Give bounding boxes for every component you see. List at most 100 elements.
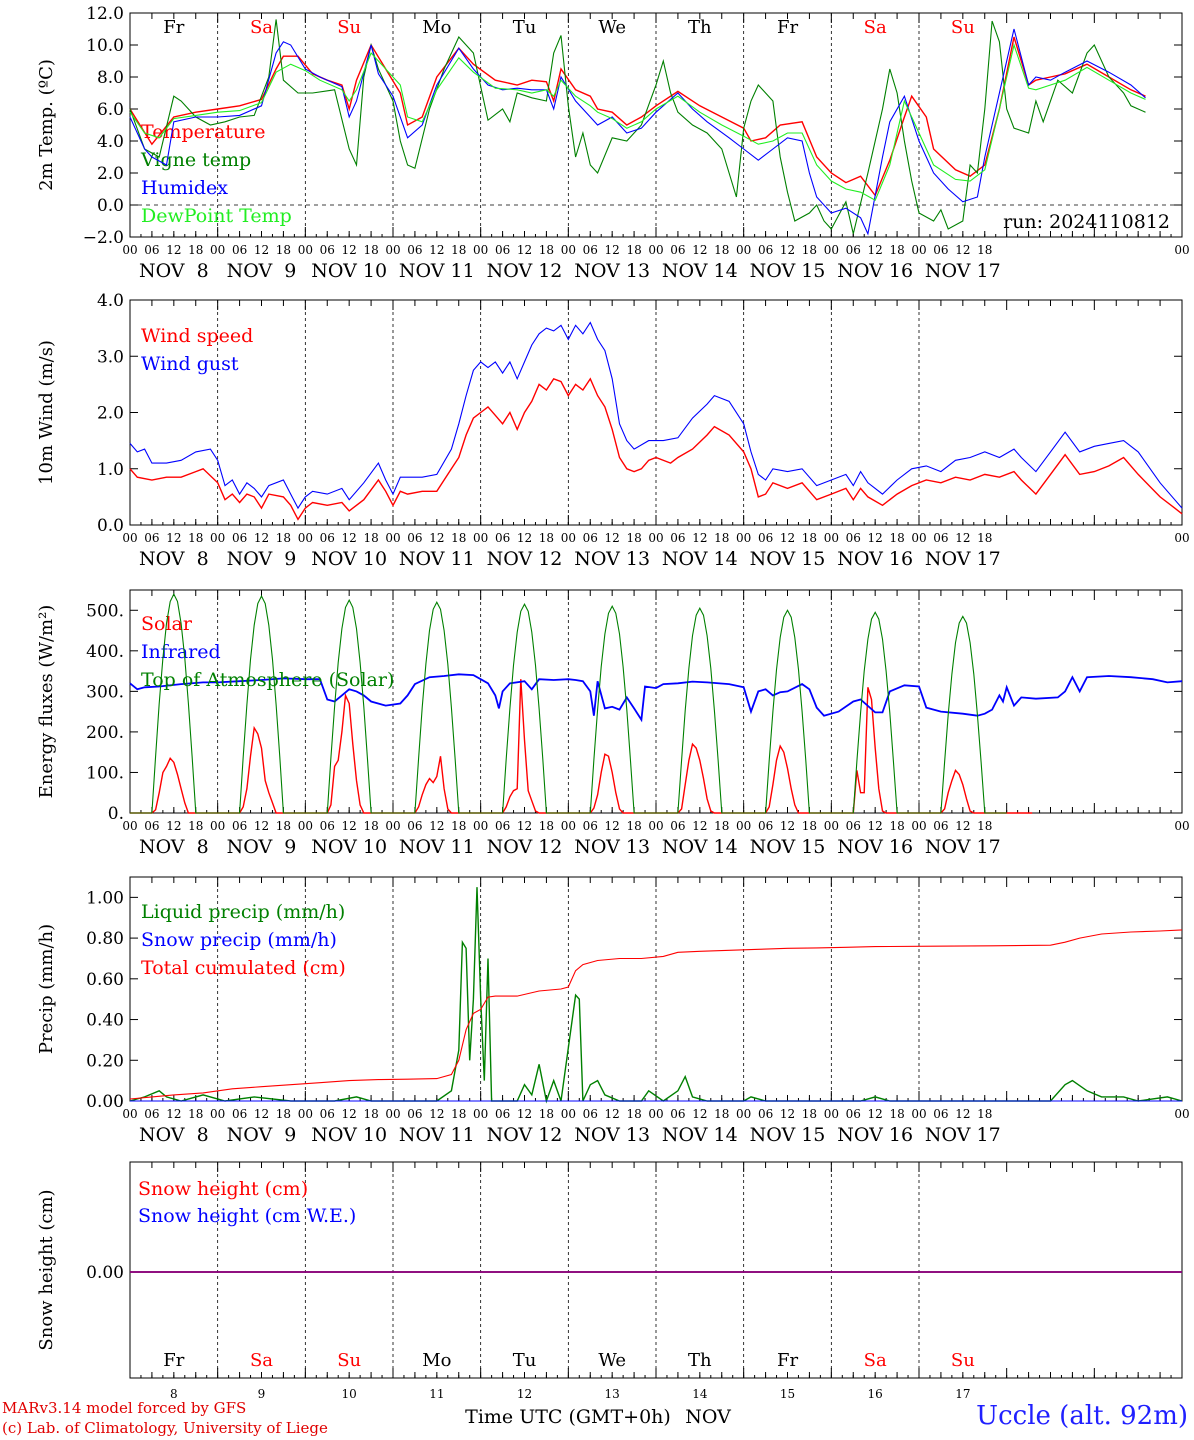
hour-tick-label: 18 bbox=[363, 243, 378, 257]
hour-tick-label: 18 bbox=[276, 243, 291, 257]
hour-tick-label: 18 bbox=[626, 243, 641, 257]
hour-tick-label: 00 bbox=[473, 1107, 488, 1121]
y-tick-label: 12.0 bbox=[86, 4, 124, 24]
hour-tick-label: 06 bbox=[407, 243, 422, 257]
hour-tick-label: 18 bbox=[276, 819, 291, 833]
hour-tick-label: 00 bbox=[385, 243, 400, 257]
hour-tick-label: 00 bbox=[648, 1107, 663, 1121]
y-tick-label: 0.20 bbox=[86, 1051, 124, 1071]
hour-tick-label: 00 bbox=[122, 243, 137, 257]
date-label: NOV 8 bbox=[139, 548, 209, 570]
hour-tick-label: 18 bbox=[889, 819, 904, 833]
date-label: NOV 15 bbox=[750, 548, 826, 570]
hour-tick-label: 18 bbox=[626, 531, 641, 545]
hour-tick-label: 12 bbox=[692, 531, 707, 545]
weekday-label: Th bbox=[688, 17, 712, 38]
hour-tick-label: 18 bbox=[626, 819, 641, 833]
hour-tick-label: 06 bbox=[583, 819, 598, 833]
hour-tick-label: 00 bbox=[911, 531, 926, 545]
day-number: 17 bbox=[955, 1387, 970, 1401]
hour-tick-label: 00 bbox=[298, 1107, 313, 1121]
hour-tick-label: 12 bbox=[166, 819, 181, 833]
hour-tick-label: 06 bbox=[495, 531, 510, 545]
series-line-liquid-precip-mm-h bbox=[129, 887, 1183, 1104]
hour-tick-label: 06 bbox=[670, 531, 685, 545]
station-name: Uccle (alt. 92m) bbox=[976, 1401, 1188, 1431]
hour-tick-label: 00 bbox=[298, 819, 313, 833]
weekday-label: We bbox=[598, 17, 626, 38]
hour-tick-label: 00 bbox=[210, 243, 225, 257]
weekday-label: Fr bbox=[777, 17, 798, 38]
y-tick-label: 0.00 bbox=[86, 1263, 124, 1283]
hour-tick-label: 18 bbox=[626, 1107, 641, 1121]
hour-tick-label: 12 bbox=[692, 1107, 707, 1121]
hour-tick-label: 18 bbox=[188, 1107, 203, 1121]
date-label: NOV 14 bbox=[662, 548, 738, 570]
date-label: NOV 16 bbox=[837, 260, 913, 282]
hour-tick-label: 12 bbox=[605, 1107, 620, 1121]
weekday-label: Fr bbox=[777, 1350, 798, 1371]
hour-tick-label: 12 bbox=[517, 243, 532, 257]
y-axis-label: 10m Wind (m/s) bbox=[36, 340, 57, 485]
date-label: NOV 12 bbox=[487, 1124, 563, 1146]
hour-tick-label: 18 bbox=[539, 531, 554, 545]
date-label: NOV 8 bbox=[139, 260, 209, 282]
hour-tick-label: 06 bbox=[933, 531, 948, 545]
y-tick-label: 4.0 bbox=[97, 132, 124, 152]
hour-tick-label: 06 bbox=[232, 819, 247, 833]
series-line-dewpoint-temp bbox=[129, 42, 1146, 201]
hour-tick-label: 00 bbox=[561, 531, 576, 545]
hour-tick-label: 12 bbox=[868, 1107, 883, 1121]
hour-tick-label: 00 bbox=[122, 819, 137, 833]
hour-tick-label: 18 bbox=[451, 1107, 466, 1121]
date-label: NOV 15 bbox=[750, 1124, 826, 1146]
hour-tick-label: 12 bbox=[254, 819, 269, 833]
series-line-solar bbox=[130, 679, 1033, 814]
hour-tick-label: 12 bbox=[955, 531, 970, 545]
date-label: NOV 17 bbox=[925, 1124, 1001, 1146]
hour-tick-label: 06 bbox=[232, 1107, 247, 1121]
hour-tick-label: 12 bbox=[342, 243, 357, 257]
y-tick-label: 3.0 bbox=[97, 347, 124, 367]
date-label: NOV 17 bbox=[925, 548, 1001, 570]
date-label: NOV 10 bbox=[311, 548, 387, 570]
hour-tick-label: 06 bbox=[144, 819, 159, 833]
hour-tick-label: 18 bbox=[276, 1107, 291, 1121]
hour-tick-label: 18 bbox=[276, 531, 291, 545]
weekday-label: Su bbox=[337, 1350, 361, 1371]
weekday-label: Su bbox=[337, 17, 361, 38]
hour-tick-label: 12 bbox=[780, 1107, 795, 1121]
date-label: NOV 10 bbox=[311, 260, 387, 282]
weekday-label: Fr bbox=[163, 1350, 184, 1371]
weekday-label: Su bbox=[951, 17, 975, 38]
day-number: 15 bbox=[780, 1387, 795, 1401]
hour-tick-label: 00 bbox=[648, 531, 663, 545]
y-tick-label: 400. bbox=[86, 642, 124, 662]
legend-entry: DewPoint Temp bbox=[141, 205, 292, 227]
hour-tick-label: 18 bbox=[802, 531, 817, 545]
series-line-temperature bbox=[129, 36, 1146, 197]
run-label: run: 2024110812 bbox=[1003, 211, 1170, 233]
legend-entry: Total cumulated (cm) bbox=[141, 957, 346, 979]
weekday-label: Fr bbox=[163, 17, 184, 38]
hour-tick-label: 06 bbox=[846, 1107, 861, 1121]
hour-tick-label: 12 bbox=[605, 531, 620, 545]
hour-tick-label: 06 bbox=[583, 243, 598, 257]
weekday-label: Sa bbox=[864, 17, 887, 38]
hour-tick-label: 18 bbox=[539, 1107, 554, 1121]
day-number: 14 bbox=[692, 1387, 708, 1401]
y-tick-label: 4.0 bbox=[97, 291, 124, 311]
legend-entry: Snow height (cm W.E.) bbox=[138, 1205, 356, 1227]
hour-tick-label: 12 bbox=[342, 531, 357, 545]
hour-tick-label: 06 bbox=[495, 243, 510, 257]
hour-tick-label: 06 bbox=[758, 1107, 773, 1121]
hour-tick-label: 12 bbox=[429, 819, 444, 833]
model-credit: MARv3.14 model forced by GFS bbox=[2, 1399, 247, 1417]
lab-credit: (c) Lab. of Climatology, University of L… bbox=[2, 1419, 328, 1437]
hour-tick-label: 12 bbox=[605, 243, 620, 257]
hour-tick-label: 00 bbox=[561, 243, 576, 257]
hour-tick-label: 00 bbox=[473, 243, 488, 257]
hour-tick-label: 18 bbox=[188, 531, 203, 545]
hour-tick-label: 06 bbox=[144, 531, 159, 545]
